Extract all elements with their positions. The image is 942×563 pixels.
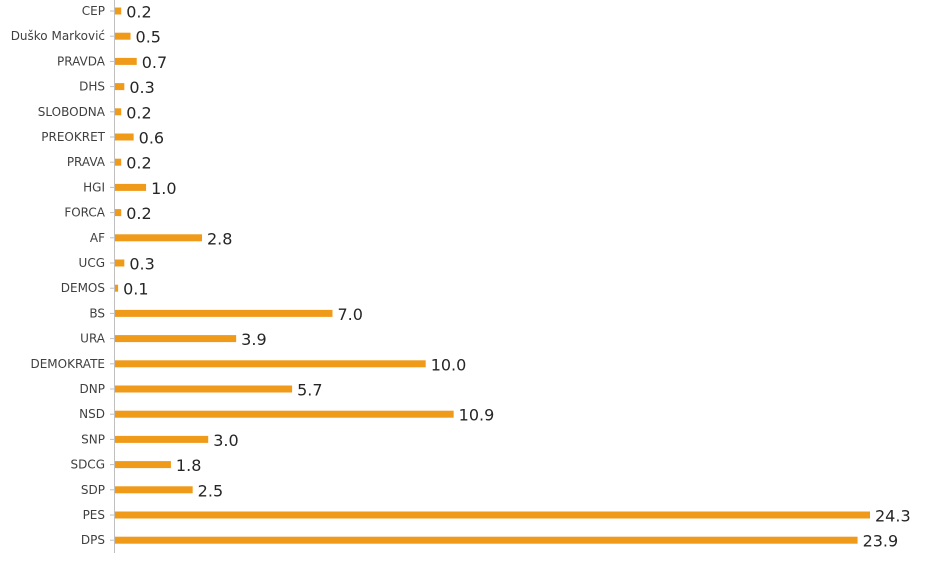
bar-pravda	[115, 57, 137, 65]
value-label: 0.2	[126, 204, 151, 223]
bar-pes	[115, 511, 870, 519]
bar-bs	[115, 309, 333, 317]
category-label: FORCA	[64, 206, 105, 220]
value-label: 0.2	[126, 103, 151, 122]
value-label: 23.9	[863, 532, 899, 551]
category-label: SLOBODNA	[38, 105, 106, 119]
value-label: 3.9	[241, 330, 266, 349]
category-label: Duško Marković	[11, 29, 105, 43]
value-label: 0.3	[129, 78, 154, 97]
category-label: PRAVA	[67, 155, 106, 169]
value-label: 0.2	[126, 3, 151, 22]
bar-nsd	[115, 410, 454, 418]
bar-prava	[115, 158, 122, 166]
value-label: 1.8	[176, 456, 201, 475]
bar-sdp	[115, 486, 193, 494]
bar-hgi	[115, 183, 147, 191]
bar-sdcg	[115, 461, 171, 469]
value-label: 24.3	[875, 507, 911, 526]
bars-layer	[115, 7, 870, 544]
bar-dhs	[115, 83, 125, 91]
category-label: SNP	[81, 432, 105, 446]
category-label: DPS	[81, 533, 105, 547]
labels-layer: CEP 0.2 Duško Marković 0.5 PRAVDA 0.7 DHS 0.3 SL…	[11, 3, 911, 551]
bar-snp	[115, 435, 209, 443]
bar-cep	[115, 7, 122, 15]
value-label: 7.0	[337, 305, 362, 324]
category-label: DEMOKRATE	[30, 357, 105, 371]
category-label: CEP	[82, 4, 105, 18]
value-label: 10.9	[459, 406, 495, 425]
value-label: 3.0	[213, 431, 238, 450]
bar-du-ko-markovi-	[115, 32, 131, 40]
category-label: PES	[83, 508, 105, 522]
value-label: 10.0	[431, 355, 467, 374]
category-label: SDCG	[70, 458, 105, 472]
value-label: 5.7	[297, 381, 322, 400]
value-label: 0.3	[129, 255, 154, 274]
category-label: PRAVDA	[57, 54, 106, 68]
bar-ura	[115, 335, 237, 343]
value-label: 0.1	[123, 280, 148, 299]
bar-demos	[115, 284, 119, 292]
category-label: NSD	[79, 407, 105, 421]
value-label: 0.5	[136, 28, 161, 47]
axis-layer	[110, 0, 115, 553]
bar-slobodna	[115, 108, 122, 116]
category-label: HGI	[83, 180, 105, 194]
value-label: 2.8	[207, 229, 232, 248]
bar-demokrate	[115, 360, 426, 368]
value-label: 0.2	[126, 154, 151, 173]
category-label: AF	[90, 231, 105, 245]
category-label: DEMOS	[61, 281, 105, 295]
value-label: 0.6	[139, 129, 164, 148]
category-label: BS	[89, 306, 105, 320]
bar-forca	[115, 209, 122, 217]
category-label: PREOKRET	[41, 130, 105, 144]
bar-dps	[115, 536, 858, 544]
bar-ucg	[115, 259, 125, 267]
bar-af	[115, 234, 202, 242]
category-label: DNP	[80, 382, 105, 396]
category-label: UCG	[79, 256, 105, 270]
bar-preokret	[115, 133, 134, 141]
value-label: 0.7	[142, 53, 167, 72]
category-label: DHS	[79, 80, 105, 94]
value-label: 2.5	[198, 481, 223, 500]
category-label: SDP	[81, 483, 105, 497]
value-label: 1.0	[151, 179, 176, 198]
category-label: URA	[80, 332, 106, 346]
bar-dnp	[115, 385, 293, 393]
